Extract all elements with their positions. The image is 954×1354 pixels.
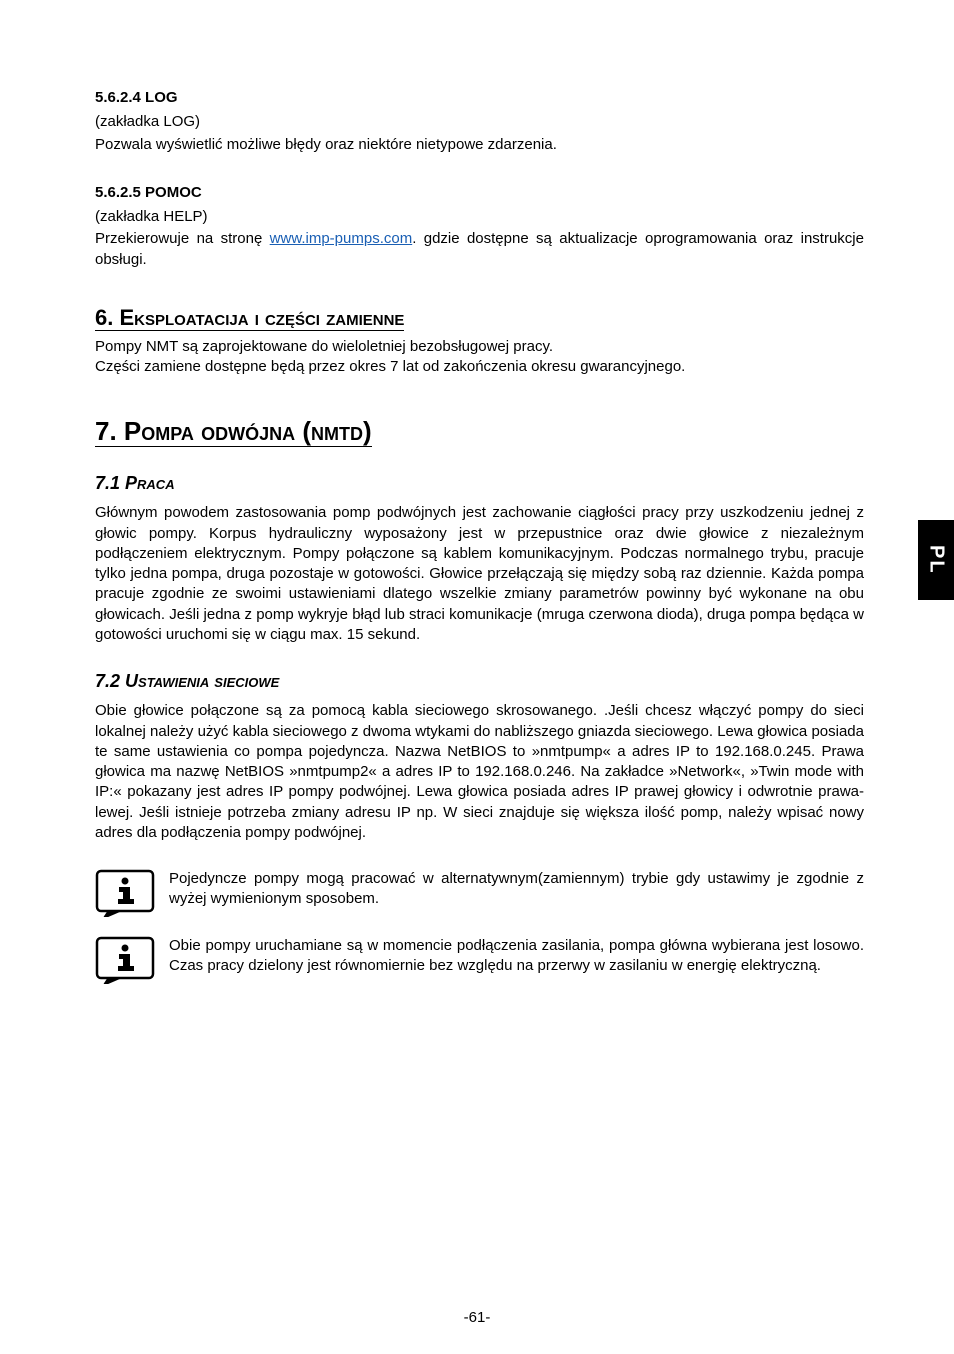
page-number: -61- bbox=[0, 1309, 954, 1326]
paren-5624: (zakładka LOG) bbox=[95, 112, 864, 132]
info-text-2: Obie pompy uruchamiane są w momencie pod… bbox=[169, 936, 864, 977]
body-5625: Przekierowuje na stronę www.imp-pumps.co… bbox=[95, 229, 864, 270]
heading-6: 6. Eksploatacija i części zamienne bbox=[95, 306, 404, 331]
body-72: Obie głowice połączone są za pomocą kabl… bbox=[95, 701, 864, 843]
heading-7: 7. Pompa odwójna (nmtd) bbox=[95, 417, 372, 447]
body-5625-pre: Przekierowuje na stronę bbox=[95, 230, 270, 247]
info-box-1: Pojedyncze pompy mogą pracować w alterna… bbox=[95, 869, 864, 924]
info-icon bbox=[95, 936, 159, 991]
info-box-2: Obie pompy uruchamiane są w momencie pod… bbox=[95, 936, 864, 991]
body-71: Głównym powodem zastosowania pomp podwój… bbox=[95, 503, 864, 645]
body-5624: Pozwala wyświetlić możliwe błędy oraz ni… bbox=[95, 135, 864, 155]
heading-5624: 5.6.2.4 LOG bbox=[95, 88, 864, 108]
info-text-1: Pojedyncze pompy mogą pracować w alterna… bbox=[169, 869, 864, 910]
heading-71: 7.1 Praca bbox=[95, 471, 864, 495]
heading-72: 7.2 Ustawienia sieciowe bbox=[95, 669, 864, 693]
body-6-line2: Części zamiene dostępne będą przez okres… bbox=[95, 357, 864, 377]
paren-5625: (zakładka HELP) bbox=[95, 207, 864, 227]
info-icon bbox=[95, 869, 159, 924]
language-tab: PL bbox=[918, 520, 954, 600]
help-link[interactable]: www.imp-pumps.com bbox=[270, 230, 413, 247]
heading-5625: 5.6.2.5 POMOC bbox=[95, 183, 864, 203]
body-6-line1: Pompy NMT są zaprojektowane do wieloletn… bbox=[95, 337, 864, 357]
